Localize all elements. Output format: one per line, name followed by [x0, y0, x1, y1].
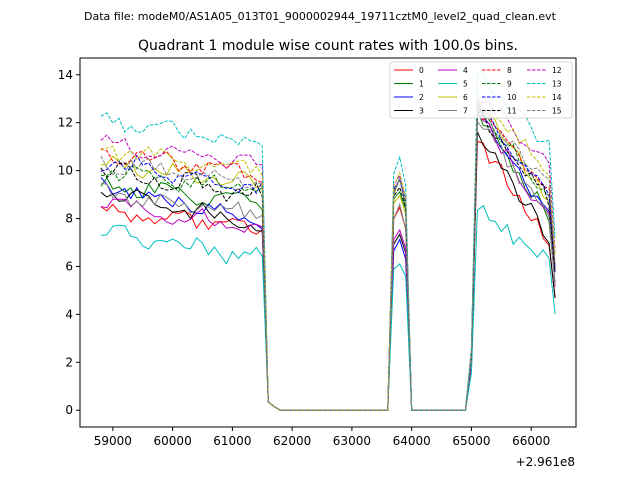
- suptitle: Data file: modeM0/AS1A05_013T01_90000029…: [84, 10, 557, 23]
- legend-frame: [389, 61, 573, 119]
- legend-label-14: 14: [552, 93, 562, 102]
- x-tick-label: 65000: [452, 434, 490, 448]
- x-tick-label: 60000: [154, 434, 192, 448]
- series-line-14: [100, 97, 556, 411]
- x-tick-label: 62000: [273, 434, 311, 448]
- series-line-8: [100, 104, 556, 411]
- series-line-4: [100, 112, 556, 411]
- legend-label-13: 13: [552, 80, 562, 89]
- legend-label-0: 0: [419, 66, 424, 75]
- x-tick-label: 63000: [333, 434, 371, 448]
- y-tick-label: 6: [65, 259, 73, 273]
- series-layer: [100, 70, 556, 411]
- legend-label-10: 10: [507, 93, 517, 102]
- chart-title: Quadrant 1 module wise count rates with …: [138, 38, 518, 54]
- y-tick-label: 0: [65, 403, 73, 417]
- legend-label-12: 12: [552, 66, 562, 75]
- legend-label-5: 5: [463, 80, 468, 89]
- series-line-5: [100, 204, 556, 411]
- legend-label-8: 8: [507, 66, 512, 75]
- y-tick-label: 10: [58, 164, 73, 178]
- legend-label-11: 11: [507, 107, 517, 116]
- axes-layer: 59000 60000 61000 62000 63000 64000 65000 66000…: [58, 68, 551, 448]
- series-line-12: [100, 98, 556, 411]
- x-tick-label: 61000: [213, 434, 251, 448]
- y-tick-label: 14: [58, 68, 73, 82]
- x-offset-label: +2.961e8: [516, 455, 575, 469]
- series-line-0: [100, 140, 556, 411]
- y-tick-label: 8: [65, 212, 73, 226]
- legend-label-1: 1: [419, 80, 424, 89]
- y-tick-label: 2: [65, 355, 73, 369]
- legend-label-6: 6: [463, 93, 468, 102]
- legend-label-9: 9: [507, 80, 512, 89]
- x-tick-label: 66000: [512, 434, 550, 448]
- series-line-2: [100, 100, 556, 411]
- plot-frame: [79, 57, 577, 428]
- y-tick-label: 12: [58, 116, 73, 130]
- y-tick-label: 4: [65, 307, 73, 321]
- x-tick-label: 59000: [94, 434, 132, 448]
- x-tick-label: 64000: [393, 434, 431, 448]
- series-line-6: [100, 100, 556, 411]
- legend-label-4: 4: [463, 66, 468, 75]
- legend-label-15: 15: [552, 107, 562, 116]
- legend-label-7: 7: [463, 107, 468, 116]
- legend-label-2: 2: [419, 93, 424, 102]
- series-line-7: [100, 120, 556, 411]
- legend-label-3: 3: [419, 107, 424, 116]
- series-line-10: [100, 101, 556, 411]
- series-line-3: [100, 131, 556, 411]
- series-line-9: [100, 112, 556, 411]
- series-line-15: [100, 106, 556, 411]
